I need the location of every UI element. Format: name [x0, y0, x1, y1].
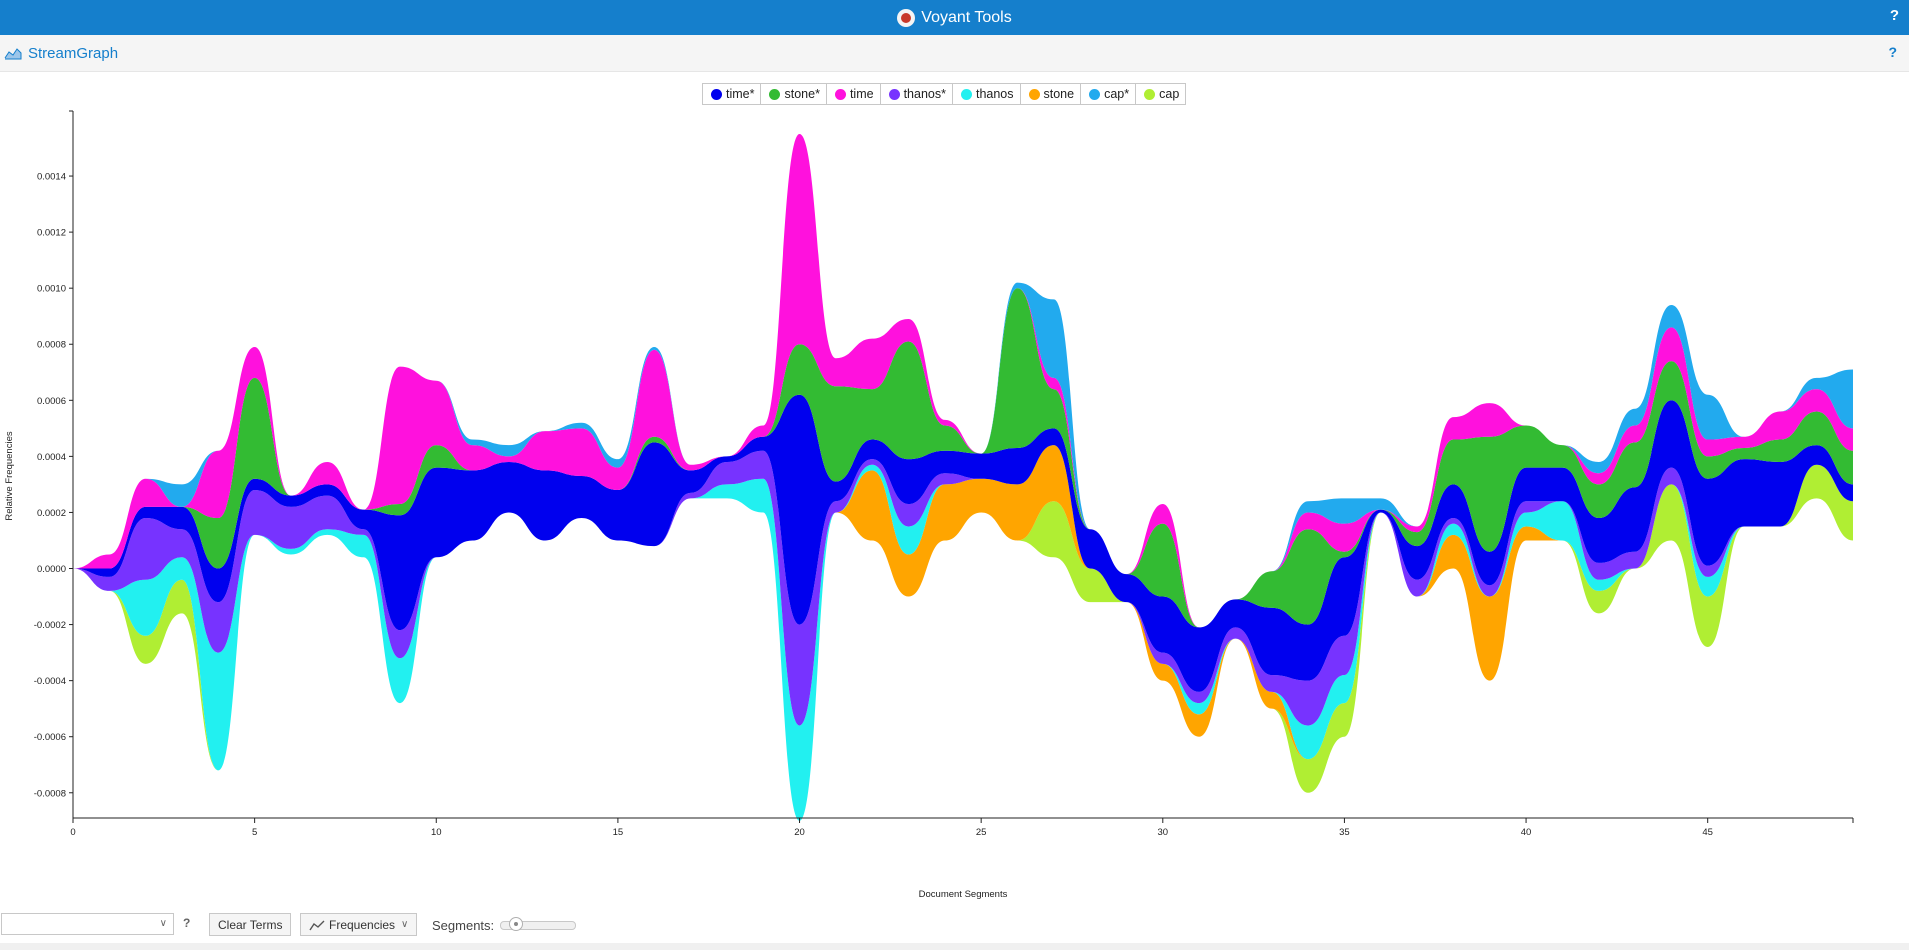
panel-help-button[interactable]: ?: [1888, 44, 1897, 60]
y-tick-label: 0.0006: [37, 396, 66, 407]
y-tick-label: 0.0000: [37, 564, 66, 575]
legend-item[interactable]: cap*: [1081, 84, 1137, 104]
line-chart-icon: [309, 920, 325, 930]
panel-header: StreamGraph ?: [0, 35, 1909, 72]
legend-item[interactable]: time: [827, 84, 881, 104]
x-axis-label: Document Segments: [919, 889, 1008, 900]
frequencies-label: Frequencies: [329, 917, 396, 932]
term-search-input[interactable]: ∨: [1, 913, 174, 935]
y-tick-label: 0.0010: [37, 284, 66, 295]
x-tick-label: 25: [976, 827, 987, 838]
legend-label: cap*: [1104, 87, 1130, 101]
x-tick-label: 5: [252, 827, 257, 838]
clear-terms-button[interactable]: Clear Terms: [209, 913, 292, 936]
legend-item[interactable]: stone*: [761, 84, 827, 104]
voyant-logo-icon: [897, 8, 916, 27]
streamgraph-chart: -0.0008 -0.0006 -0.0004 -0.0002 0.0000 0.0002…: [4, 110, 1854, 900]
x-tick-label: 30: [1158, 827, 1169, 838]
app-help-button[interactable]: ?: [1889, 7, 1899, 24]
x-tick-label: 45: [1702, 827, 1713, 838]
search-help-icon[interactable]: ?: [183, 916, 191, 930]
footer: [0, 943, 1909, 950]
stream-stone-star: [73, 288, 1853, 628]
y-tick-label: 0.0014: [37, 172, 66, 183]
y-tick-label: 0.0008: [37, 340, 66, 351]
y-axis-label: Relative Frequencies: [4, 431, 15, 520]
chart-legend: time* stone* time thanos* thanos stone cap* cap: [702, 83, 1187, 105]
stream-stone: [73, 445, 1853, 821]
y-tick-label: 0.0012: [37, 228, 66, 239]
legend-label: stone: [1043, 87, 1075, 101]
y-tick-label: 0.0002: [37, 508, 66, 519]
legend-swatch-icon: [888, 88, 900, 100]
legend-label: cap: [1159, 87, 1180, 101]
app-title: Voyant Tools: [921, 8, 1012, 26]
legend-label: time*: [726, 87, 755, 101]
legend-label: time: [849, 87, 874, 101]
chevron-down-icon[interactable]: ∨: [159, 918, 167, 929]
legend-swatch-icon: [769, 88, 781, 100]
legend-label: stone*: [784, 87, 820, 101]
legend-swatch-icon: [711, 88, 722, 100]
app-header: Voyant Tools ?: [0, 0, 1909, 35]
legend-swatch-icon: [834, 88, 846, 100]
area-chart-icon: [4, 48, 22, 60]
legend-swatch-icon: [1144, 88, 1156, 100]
legend-swatch-icon: [1028, 88, 1040, 100]
segments-slider[interactable]: [500, 917, 576, 931]
y-tick-label: -0.0006: [34, 732, 66, 743]
legend-item[interactable]: thanos*: [881, 84, 953, 104]
stream-time: [73, 134, 1853, 628]
segments-label: Segments:: [432, 918, 495, 933]
x-tick-label: 15: [613, 827, 624, 838]
x-tick-label: 20: [794, 827, 805, 838]
legend-item[interactable]: thanos: [953, 84, 1021, 104]
segments-slider-thumb[interactable]: [509, 917, 523, 931]
chevron-down-icon: ∨: [401, 919, 409, 930]
stream-cap: [73, 464, 1853, 821]
stream-thanos-star: [73, 445, 1853, 726]
y-tick-label: -0.0004: [34, 676, 66, 687]
y-tick-label: -0.0008: [34, 788, 66, 799]
stream-time-star: [73, 394, 1853, 692]
clear-terms-label: Clear Terms: [218, 917, 283, 932]
axes: -0.0008 -0.0006 -0.0004 -0.0002 0.0000 0.0002…: [34, 110, 1854, 838]
x-tick-label: 35: [1339, 827, 1350, 838]
legend-swatch-icon: [960, 88, 972, 100]
legend-item[interactable]: time*: [703, 84, 762, 104]
x-tick-label: 0: [70, 827, 75, 838]
bottom-toolbar: ∨ ? Clear Terms Frequencies ∨ Segments:: [0, 913, 1909, 940]
y-tick-label: -0.0002: [34, 620, 66, 631]
legend-item[interactable]: stone: [1021, 84, 1082, 104]
frequencies-menu-button[interactable]: Frequencies ∨: [300, 913, 418, 936]
legend-item[interactable]: cap: [1136, 84, 1185, 104]
panel-title: StreamGraph: [28, 44, 119, 62]
legend-label: thanos: [975, 87, 1014, 101]
legend-label: thanos*: [903, 87, 946, 101]
legend-swatch-icon: [1089, 88, 1101, 100]
y-tick-label: 0.0004: [37, 452, 66, 463]
x-tick-label: 10: [431, 827, 442, 838]
x-tick-label: 40: [1521, 827, 1532, 838]
